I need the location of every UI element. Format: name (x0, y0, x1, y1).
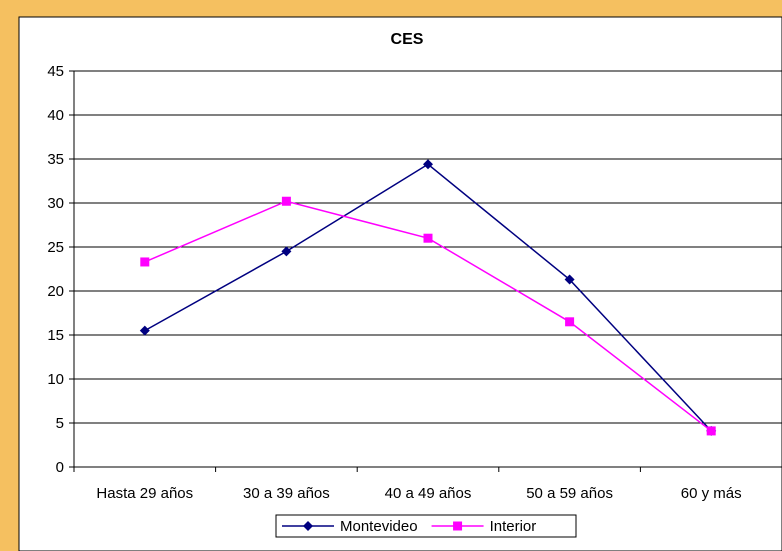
y-tick-label: 15 (47, 327, 64, 344)
data-point-interior (281, 196, 291, 206)
y-tick-label: 20 (47, 283, 64, 300)
y-tick-label: 5 (56, 415, 64, 432)
legend-box (275, 514, 577, 538)
x-tick-label: 60 y más (681, 485, 742, 502)
x-tick-label: 30 a 39 años (243, 485, 330, 502)
data-point-montevideo (564, 274, 575, 285)
data-point-interior (565, 317, 575, 327)
data-point-interior (706, 426, 716, 436)
x-tick-label: 50 a 59 años (526, 485, 613, 502)
x-tick-labels: Hasta 29 años 30 a 39 años 40 a 49 años 50 … (96, 485, 741, 502)
y-tick-label: 35 (47, 151, 64, 168)
legend-label-interior: Interior (490, 518, 537, 535)
y-tick-label: 10 (47, 371, 64, 388)
y-tick-label: 25 (47, 239, 64, 256)
data-point-montevideo (423, 159, 433, 170)
legend-marker (453, 521, 463, 531)
y-tick-label: 0 (56, 459, 64, 476)
legend-marker (303, 521, 313, 531)
axes (69, 70, 782, 472)
x-tick-label: 40 a 49 años (385, 485, 472, 502)
chart-area (18, 16, 782, 551)
y-tick-label: 45 (47, 63, 64, 80)
y-tick-labels: 0 5 10 15 20 25 30 35 40 45 (47, 63, 64, 476)
data-point-montevideo (281, 246, 292, 257)
legend-label-montevideo: Montevideo (340, 518, 418, 535)
y-tick-label: 40 (47, 107, 64, 124)
data-point-interior (423, 233, 433, 243)
data-point-montevideo (139, 325, 150, 336)
legend: Montevideo Interior (275, 514, 577, 538)
data-point-interior (140, 257, 150, 267)
x-tick-label: Hasta 29 años (96, 485, 193, 502)
y-tick-label: 30 (47, 195, 64, 212)
gridlines (74, 70, 782, 424)
series-group (139, 159, 717, 436)
chart-title: CES (391, 31, 424, 48)
